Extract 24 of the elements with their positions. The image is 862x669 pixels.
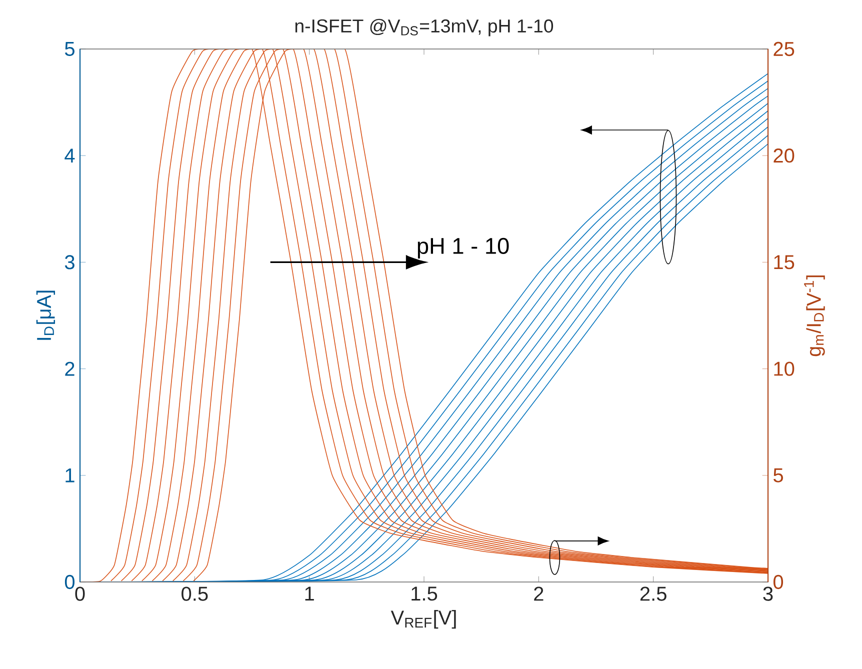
y2-tick-label: 5	[774, 468, 783, 482]
x-tick-label: 2.5	[640, 586, 666, 601]
y-tick-label: 0	[64, 574, 74, 590]
x-axis-title: V$_{REF}$[V]	[390, 610, 456, 629]
x-tick-label: 1	[305, 586, 314, 600]
x-tick-label: 1.5	[412, 586, 438, 601]
x-tick-label: 3	[763, 586, 773, 601]
y-tick-label: 4	[64, 148, 75, 162]
x-tick-label: 0.5	[182, 586, 208, 601]
annotation: pH 1 - 10	[418, 238, 509, 258]
y2-tick-label: 10	[774, 362, 794, 376]
chart-title: n-ISFET @V$_{DS}$=13mV, pH 1-10	[295, 18, 554, 36]
y2-tick-label: 25	[774, 42, 794, 56]
y2-tick-label: 15	[774, 255, 794, 270]
y-tick-label: 3	[64, 255, 74, 270]
x-tick-label: 0	[75, 586, 85, 601]
y-tick-label: 2	[65, 362, 74, 376]
y2-tick-label: 20	[774, 148, 794, 163]
y2-tick-label: 0	[773, 574, 784, 590]
x-tick-label: 2	[534, 586, 544, 601]
y-tick-label: 5	[64, 42, 74, 56]
y-axis-title: I$_{D}$[μA]	[36, 290, 56, 340]
y2-axis-title: g$_{m}$/I$_{D}$[V$^{-1}$]	[804, 275, 825, 356]
y-tick-label: 1	[66, 468, 74, 482]
